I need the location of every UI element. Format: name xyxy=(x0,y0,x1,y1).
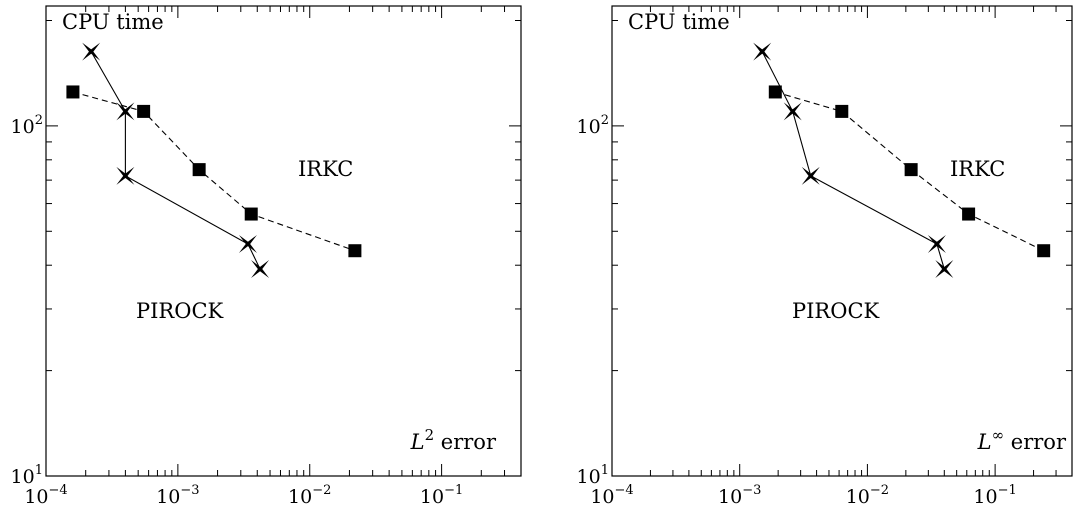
series-label-irkc: IRKC xyxy=(950,157,1005,181)
irkc-point xyxy=(1037,244,1051,258)
x-tick-label: 10−3 xyxy=(718,483,761,507)
series-line-pirock xyxy=(761,51,945,270)
y-tick-label: 102 xyxy=(11,113,43,138)
plot-frame xyxy=(611,5,1073,477)
irkc-point xyxy=(835,104,849,118)
irkc-point xyxy=(962,207,976,221)
x-tick-label: 10−2 xyxy=(288,483,331,507)
pirock-point xyxy=(238,234,257,253)
irkc-point xyxy=(904,163,918,177)
series-line-irkc xyxy=(775,91,1044,252)
x-axis-label: L∞ error xyxy=(977,426,1067,454)
y-tick-label: 101 xyxy=(577,463,609,488)
pirock-point xyxy=(927,234,946,253)
x-tick-label: 10−1 xyxy=(420,483,463,507)
pirock-point xyxy=(82,42,101,61)
irkc-point xyxy=(348,244,362,258)
y-axis-label: CPU time xyxy=(62,10,164,34)
pirock-point xyxy=(783,102,802,121)
chart-panel-1: 10−4 10−3 10−2 10−1 101 102 CPU time L2 error IR… xyxy=(11,5,522,507)
x-tick-label: 10−2 xyxy=(846,483,889,507)
pirock-point xyxy=(116,166,135,185)
pirock-point xyxy=(116,102,135,121)
irkc-point xyxy=(137,104,151,118)
irkc-point xyxy=(192,163,206,177)
pirock-point xyxy=(753,42,772,61)
x-tick-label: 10−3 xyxy=(156,483,199,507)
pirock-point xyxy=(935,260,954,279)
series-line-pirock xyxy=(90,51,261,270)
x-tick-label: 10−4 xyxy=(590,483,633,507)
pirock-point xyxy=(251,260,270,279)
irkc-point xyxy=(244,207,258,221)
y-axis-label: CPU time xyxy=(628,10,730,34)
series-label-irkc: IRKC xyxy=(298,157,353,181)
irkc-point xyxy=(768,85,782,99)
x-tick-label: 10−4 xyxy=(24,483,67,507)
series-label-pirock: PIROCK xyxy=(792,299,880,323)
x-axis-label: L2 error xyxy=(410,426,497,454)
y-tick-label: 102 xyxy=(577,113,609,138)
series-label-pirock: PIROCK xyxy=(136,299,224,323)
x-tick-label: 10−1 xyxy=(973,483,1016,507)
plot-frame xyxy=(45,5,522,477)
y-tick-label: 101 xyxy=(11,463,43,488)
irkc-point xyxy=(66,85,80,99)
pirock-point xyxy=(801,166,820,185)
chart-panel-2: 10−4 10−3 10−2 10−1 101 102 CPU time L∞ error IR… xyxy=(577,5,1073,507)
